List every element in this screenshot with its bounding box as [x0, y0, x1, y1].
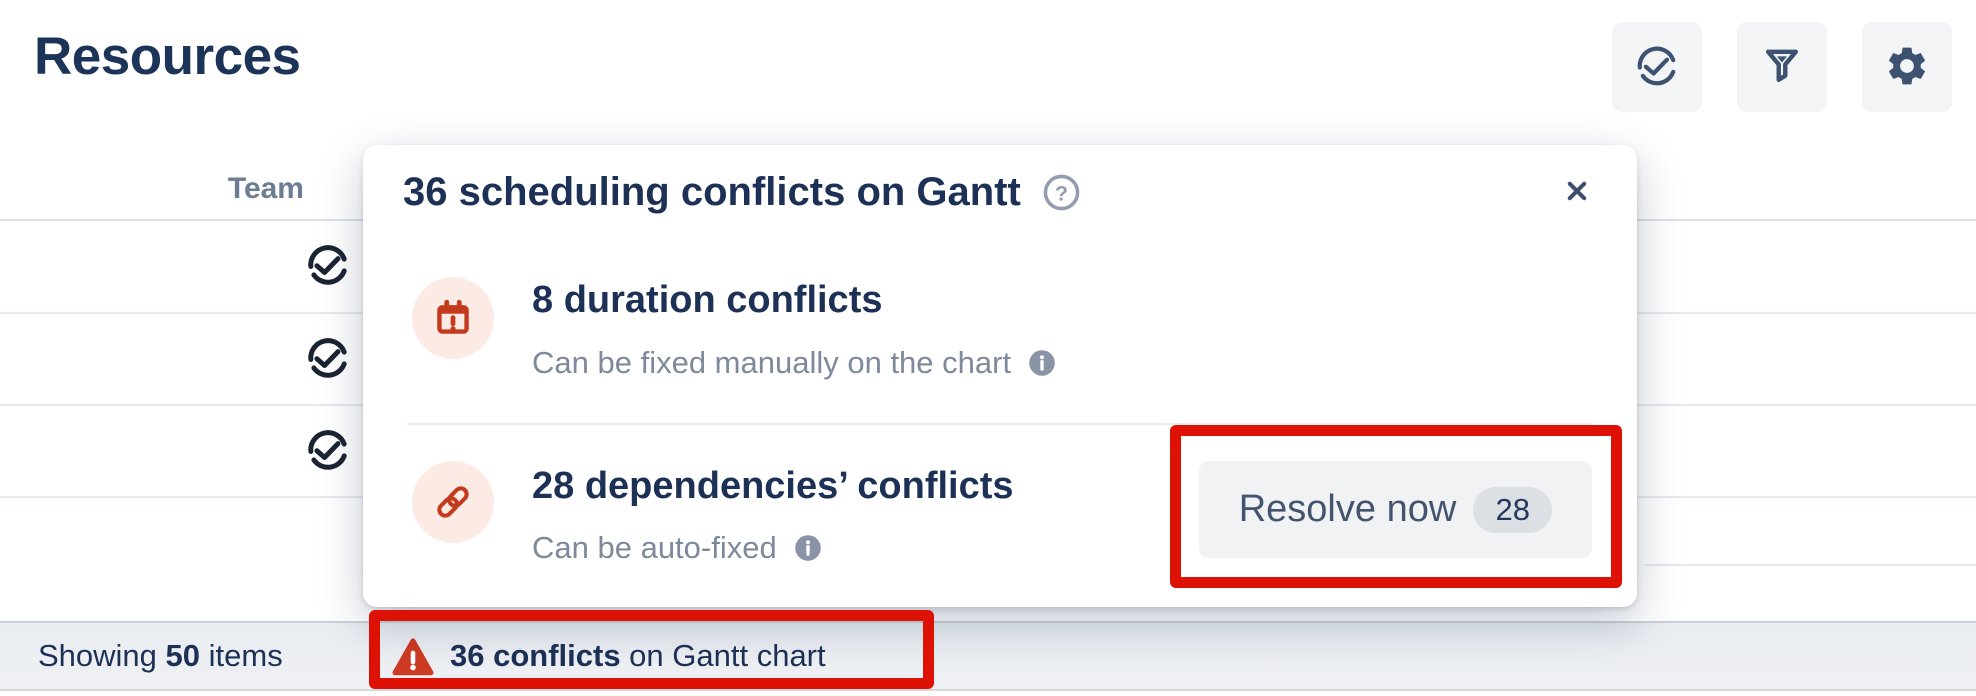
row-approval-check-icon[interactable]: [305, 427, 351, 473]
resolve-now-label: Resolve now: [1238, 488, 1457, 530]
conflicts-status[interactable]: 36 conflicts on Gantt chart: [390, 631, 826, 681]
row-approval-check-icon[interactable]: [305, 335, 351, 381]
resolve-now-button[interactable]: Resolve now 28: [1199, 461, 1592, 558]
showing-prefix: Showing: [38, 638, 166, 673]
calendar-alert-icon: [412, 277, 494, 359]
filter-button[interactable]: [1737, 22, 1827, 112]
resolve-count-badge: 28: [1473, 486, 1553, 533]
showing-suffix: items: [200, 638, 283, 673]
scheduling-conflicts-popup: 36 scheduling conflicts on Gantt ?: [363, 145, 1637, 607]
column-header-team[interactable]: Team: [227, 172, 304, 205]
approval-check-icon: [1634, 43, 1680, 92]
svg-text:?: ?: [1055, 181, 1068, 205]
subtitle-text: Can be fixed manually on the chart: [532, 345, 1012, 380]
duration-conflicts-title: 8 duration conflicts: [532, 279, 883, 321]
table-row-divider: [1645, 564, 1976, 566]
status-bar: Showing 50 items 36 conflicts on Gantt c…: [0, 621, 1976, 691]
help-circle-icon: ?: [1041, 174, 1082, 216]
popup-divider: [407, 423, 1593, 425]
close-icon: [1559, 173, 1595, 212]
info-icon[interactable]: [792, 532, 824, 564]
close-button[interactable]: [1557, 172, 1597, 212]
conflicts-count: 36 conflicts: [450, 638, 621, 673]
help-button[interactable]: ?: [1041, 172, 1082, 213]
showing-count: 50: [165, 638, 201, 673]
info-icon[interactable]: [1026, 347, 1058, 379]
page-title: Resources: [34, 27, 301, 86]
dependencies-conflicts-subtitle: Can be auto-fixed: [532, 528, 824, 568]
settings-button[interactable]: [1862, 22, 1952, 112]
showing-items-status: Showing 50 items: [38, 638, 283, 674]
popup-title: 36 scheduling conflicts on Gantt: [403, 169, 1021, 214]
duration-conflicts-subtitle: Can be fixed manually on the chart: [532, 343, 1058, 383]
subtitle-text: Can be auto-fixed: [532, 530, 777, 565]
warning-triangle-icon: [390, 634, 436, 678]
approvals-button[interactable]: [1612, 22, 1702, 112]
dependencies-conflicts-title: 28 dependencies’ conflicts: [532, 465, 1014, 507]
chain-link-icon: [412, 461, 494, 543]
filter-icon: [1759, 43, 1805, 92]
row-approval-check-icon[interactable]: [305, 242, 351, 288]
conflicts-rest: on Gantt chart: [620, 638, 826, 673]
popup-header: 36 scheduling conflicts on Gantt ?: [363, 145, 1637, 239]
settings-gear-icon: [1884, 43, 1930, 92]
conflicts-status-text: 36 conflicts on Gantt chart: [450, 638, 826, 674]
